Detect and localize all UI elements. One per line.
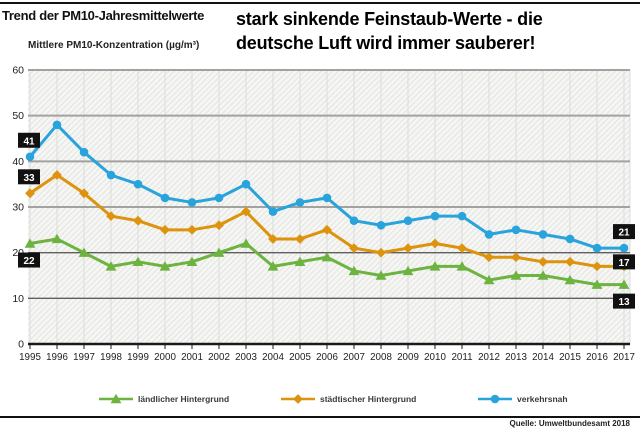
pm10-line-chart: 0102030405060199519961997199819992000200… [12,65,635,363]
headline-line-1: stark sinkende Feinstaub-Werte - die [236,9,543,29]
svg-text:30: 30 [12,202,24,214]
svg-text:2006: 2006 [316,352,338,363]
legend-label: verkehrsnah [517,394,568,404]
svg-text:2014: 2014 [532,352,554,363]
legend-label: städtischer Hintergrund [320,394,417,404]
svg-text:2017: 2017 [613,352,635,363]
legend-label: ländlicher Hintergrund [138,394,230,404]
svg-text:41: 41 [23,136,35,147]
svg-text:2009: 2009 [397,352,419,363]
orange-diamond-line-icon [281,394,315,404]
svg-text:22: 22 [23,256,35,267]
svg-text:2005: 2005 [289,352,311,363]
legend-item-verkehrsnah: verkehrsnah [477,392,568,406]
legend-item-laendlicher-hintergrund: ländlicher Hintergrund [98,392,229,406]
svg-text:2002: 2002 [208,352,230,363]
svg-text:2013: 2013 [505,352,527,363]
svg-text:50: 50 [12,110,24,122]
y-axis-title: Mittlere PM10-Konzentration (µg/m³) [28,40,200,51]
svg-text:21: 21 [618,228,630,239]
page-title: Trend der PM10-Jahresmittelwerte [2,8,205,23]
top-divider-line [0,2,640,4]
svg-text:2003: 2003 [235,352,257,363]
svg-text:2010: 2010 [424,352,446,363]
svg-text:2012: 2012 [478,352,500,363]
source-credit: Quelle: Umweltbundesamt 2018 [509,419,630,428]
svg-text:1997: 1997 [73,352,95,363]
headline-line-2: deutsche Luft wird immer sauberer! [236,33,536,53]
svg-text:10: 10 [12,293,24,305]
svg-text:2015: 2015 [559,352,581,363]
svg-text:1999: 1999 [127,352,149,363]
svg-text:2011: 2011 [451,352,472,363]
svg-text:2008: 2008 [370,352,392,363]
legend-item-staedtischer-hintergrund: städtischer Hintergrund [280,392,416,406]
svg-text:33: 33 [23,173,35,184]
svg-text:1996: 1996 [46,352,68,363]
svg-text:60: 60 [12,65,24,77]
svg-text:1995: 1995 [19,352,41,363]
svg-text:0: 0 [18,339,24,351]
svg-text:2000: 2000 [154,352,176,363]
svg-text:13: 13 [618,297,630,308]
svg-text:2007: 2007 [343,352,365,363]
svg-text:17: 17 [618,258,630,269]
chart-legend: ländlicher Hintergrund städtischer Hinte… [0,392,640,408]
headline: stark sinkende Feinstaub-Werte - die deu… [236,7,543,55]
svg-text:40: 40 [12,156,24,168]
bottom-divider-line [0,416,640,418]
svg-text:2001: 2001 [181,352,203,363]
svg-text:2004: 2004 [262,352,284,363]
blue-circle-line-icon [478,394,512,404]
svg-text:1998: 1998 [100,352,122,363]
svg-text:2016: 2016 [586,352,608,363]
green-triangle-line-icon [99,393,133,404]
